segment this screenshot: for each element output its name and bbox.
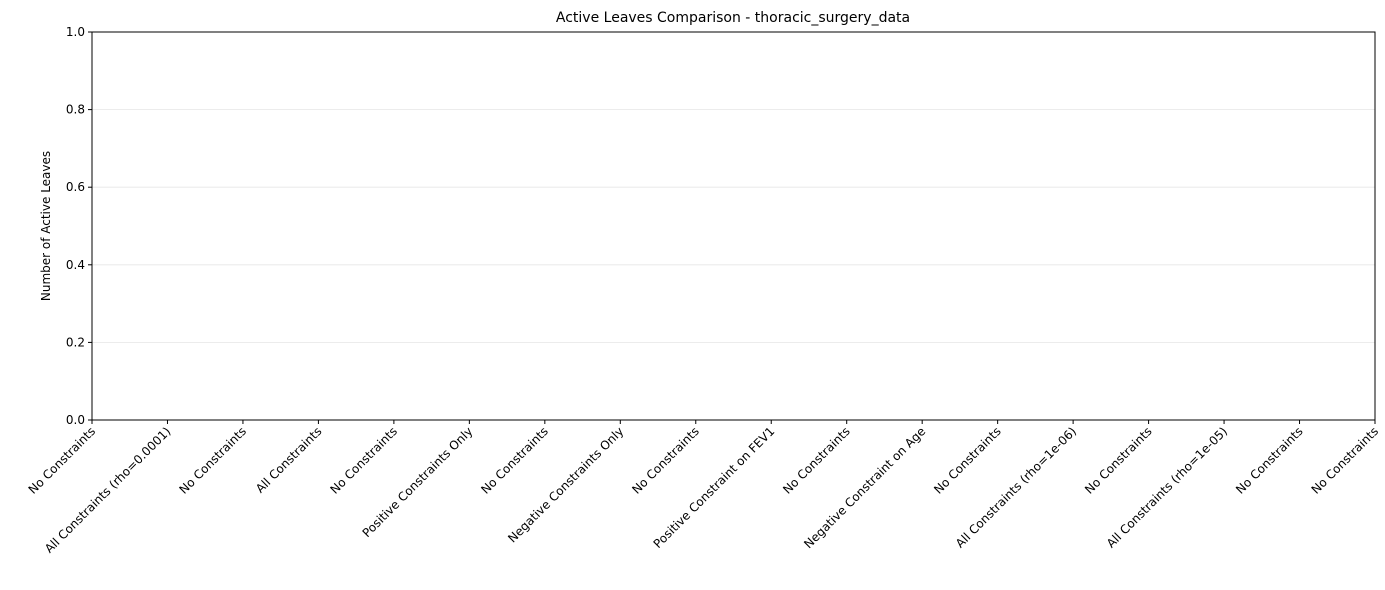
x-tick-label: All Constraints (rho=0.0001)	[42, 424, 174, 556]
y-tick-label: 0.0	[66, 413, 85, 427]
x-tick-label: No Constraints	[1082, 424, 1155, 497]
plot-frame	[91, 31, 1376, 421]
x-tick-label: All Constraints (rho=1e-05)	[1104, 424, 1230, 550]
y-tick-label: 0.2	[66, 335, 85, 349]
x-tick-label: No Constraints	[327, 424, 400, 497]
x-tick-label: No Constraints	[1309, 424, 1382, 497]
chart-title: Active Leaves Comparison - thoracic_surg…	[556, 10, 910, 26]
x-tick-label: No Constraints	[629, 424, 702, 497]
x-tick-label: No Constraints	[780, 424, 853, 497]
x-tick-label: No Constraints	[1233, 424, 1306, 497]
x-tick-label: No Constraints	[26, 424, 99, 497]
x-tick-label: No Constraints	[177, 424, 250, 497]
x-tick-label: Negative Constraint on Age	[801, 424, 928, 551]
y-tick-label: 0.6	[66, 180, 85, 194]
x-tick-label: All Constraints	[253, 424, 325, 496]
x-tick-label: No Constraints	[931, 424, 1004, 497]
x-tick-label: Positive Constraint on FEV1	[651, 424, 778, 551]
y-tick-label: 1.0	[66, 25, 85, 39]
x-tick-label: All Constraints (rho=1e-06)	[953, 424, 1079, 550]
x-tick-label: No Constraints	[478, 424, 551, 497]
y-axis-label: Number of Active Leaves	[39, 151, 53, 301]
y-tick-label: 0.4	[66, 258, 85, 272]
y-tick-label: 0.8	[66, 103, 85, 117]
